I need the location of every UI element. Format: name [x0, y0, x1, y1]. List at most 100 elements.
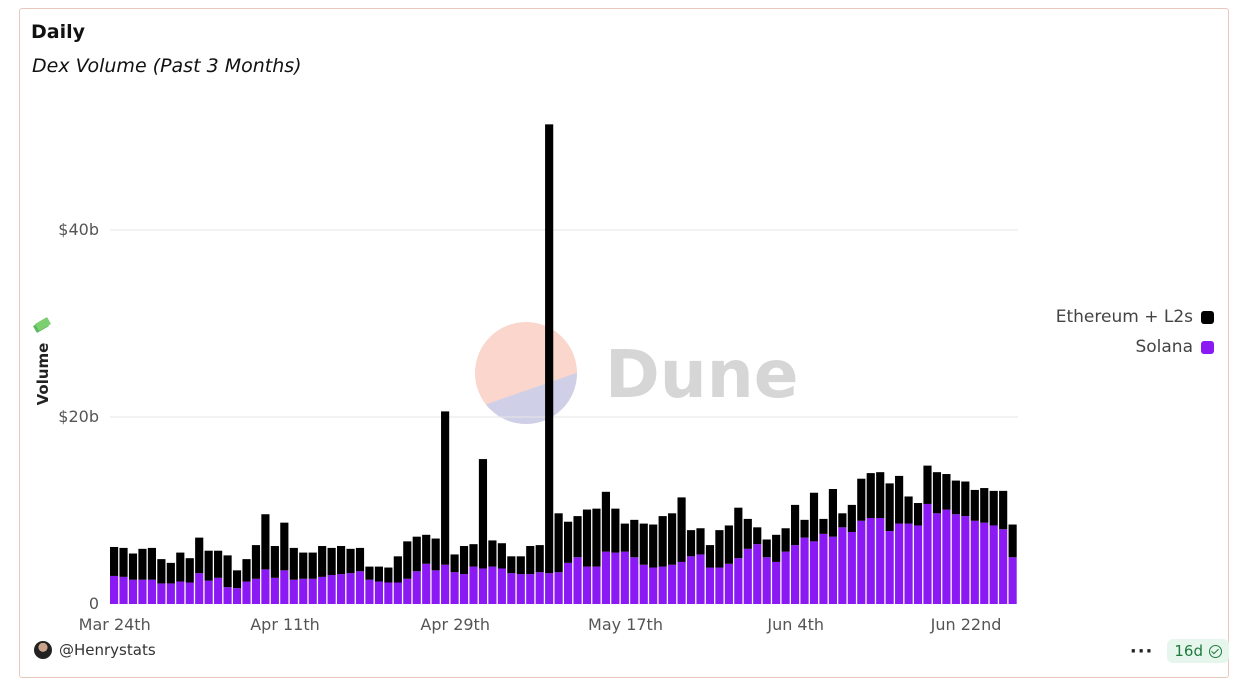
bar-ethereum[interactable] [942, 474, 951, 510]
legend-item-ethereum[interactable]: Ethereum + L2s [1056, 302, 1214, 332]
bar-ethereum[interactable] [545, 124, 554, 574]
bar-ethereum[interactable] [772, 534, 781, 562]
bar-solana[interactable] [696, 554, 705, 604]
bar-ethereum[interactable] [668, 513, 677, 565]
bar-solana[interactable] [743, 548, 752, 604]
bar-ethereum[interactable] [611, 508, 620, 553]
bar-ethereum[interactable] [639, 523, 648, 565]
bar-ethereum[interactable] [214, 550, 223, 578]
bar-ethereum[interactable] [469, 544, 478, 567]
bar-ethereum[interactable] [261, 514, 270, 570]
bar-solana[interactable] [554, 572, 563, 604]
bar-ethereum[interactable] [885, 483, 894, 532]
age-badge[interactable]: 16d [1167, 639, 1229, 663]
bar-ethereum[interactable] [204, 550, 213, 581]
bar-ethereum[interactable] [251, 545, 261, 579]
bar-ethereum[interactable] [828, 489, 837, 537]
bar-solana[interactable] [677, 561, 686, 604]
bar-solana[interactable] [251, 578, 261, 604]
bar-ethereum[interactable] [951, 480, 960, 515]
bar-ethereum[interactable] [715, 530, 724, 568]
bar-solana[interactable] [441, 564, 450, 604]
bar-solana[interactable] [1008, 557, 1017, 604]
bar-ethereum[interactable] [857, 478, 866, 521]
bar-solana[interactable] [876, 517, 885, 604]
bar-solana[interactable] [573, 557, 582, 604]
bar-ethereum[interactable] [554, 513, 563, 573]
more-icon[interactable]: ··· [1129, 640, 1154, 662]
bar-solana[interactable] [857, 520, 866, 604]
bar-solana[interactable] [772, 561, 781, 604]
bar-solana[interactable] [289, 579, 298, 604]
bar-solana[interactable] [999, 529, 1008, 604]
bar-ethereum[interactable] [895, 475, 904, 524]
bar-solana[interactable] [128, 579, 138, 604]
bar-ethereum[interactable] [384, 567, 393, 583]
bar-solana[interactable] [507, 573, 516, 604]
bar-solana[interactable] [611, 552, 620, 604]
bar-solana[interactable] [327, 575, 336, 604]
bar-ethereum[interactable] [961, 481, 970, 517]
bar-solana[interactable] [951, 514, 960, 604]
bar-ethereum[interactable] [791, 504, 800, 546]
bar-ethereum[interactable] [365, 566, 374, 580]
bar-solana[interactable] [781, 551, 790, 604]
bar-ethereum[interactable] [932, 472, 942, 514]
bar-solana[interactable] [459, 574, 469, 604]
bar-ethereum[interactable] [800, 519, 809, 538]
bar-solana[interactable] [649, 567, 658, 604]
bar-ethereum[interactable] [119, 547, 128, 577]
bar-solana[interactable] [308, 578, 317, 604]
bar-ethereum[interactable] [242, 559, 251, 582]
bar-ethereum[interactable] [762, 539, 771, 558]
bar-ethereum[interactable] [412, 536, 421, 572]
bar-solana[interactable] [545, 573, 554, 604]
bar-solana[interactable] [980, 522, 989, 604]
bar-solana[interactable] [639, 564, 648, 604]
bar-solana[interactable] [299, 578, 308, 604]
bar-ethereum[interactable] [809, 492, 819, 542]
bar-solana[interactable] [157, 583, 166, 604]
bar-solana[interactable] [800, 537, 809, 604]
bar-ethereum[interactable] [346, 548, 355, 574]
bar-ethereum[interactable] [781, 528, 790, 552]
bar-ethereum[interactable] [970, 489, 979, 521]
bar-ethereum[interactable] [620, 523, 629, 552]
bar-solana[interactable] [705, 567, 715, 604]
bar-ethereum[interactable] [299, 552, 308, 579]
bar-ethereum[interactable] [923, 465, 932, 504]
bar-solana[interactable] [724, 563, 733, 604]
bar-ethereum[interactable] [535, 545, 544, 573]
bar-ethereum[interactable] [110, 546, 119, 576]
bar-solana[interactable] [185, 582, 194, 605]
bar-solana[interactable] [223, 587, 232, 604]
bar-solana[interactable] [819, 533, 828, 605]
bar-solana[interactable] [270, 577, 279, 604]
bar-solana[interactable] [478, 568, 488, 604]
bar-solana[interactable] [232, 588, 242, 604]
bar-ethereum[interactable] [999, 490, 1008, 530]
bar-solana[interactable] [895, 523, 904, 604]
bar-solana[interactable] [885, 531, 894, 604]
bar-solana[interactable] [753, 544, 762, 604]
bar-ethereum[interactable] [564, 521, 573, 563]
bar-ethereum[interactable] [497, 543, 506, 569]
bar-ethereum[interactable] [876, 472, 885, 518]
bar-ethereum[interactable] [450, 554, 459, 573]
bar-solana[interactable] [668, 564, 677, 604]
bar-ethereum[interactable] [403, 541, 412, 579]
bar-ethereum[interactable] [176, 552, 185, 582]
bar-solana[interactable] [497, 568, 506, 604]
bar-solana[interactable] [488, 566, 497, 604]
bar-solana[interactable] [176, 581, 185, 604]
bar-solana[interactable] [412, 571, 421, 604]
bar-solana[interactable] [535, 572, 544, 604]
bar-ethereum[interactable] [904, 496, 913, 524]
bar-ethereum[interactable] [157, 559, 166, 584]
bar-solana[interactable] [582, 566, 592, 604]
bar-solana[interactable] [393, 582, 402, 605]
bar-ethereum[interactable] [166, 562, 175, 584]
bar-ethereum[interactable] [289, 547, 298, 580]
bar-solana[interactable] [932, 513, 942, 604]
bar-ethereum[interactable] [573, 516, 582, 558]
